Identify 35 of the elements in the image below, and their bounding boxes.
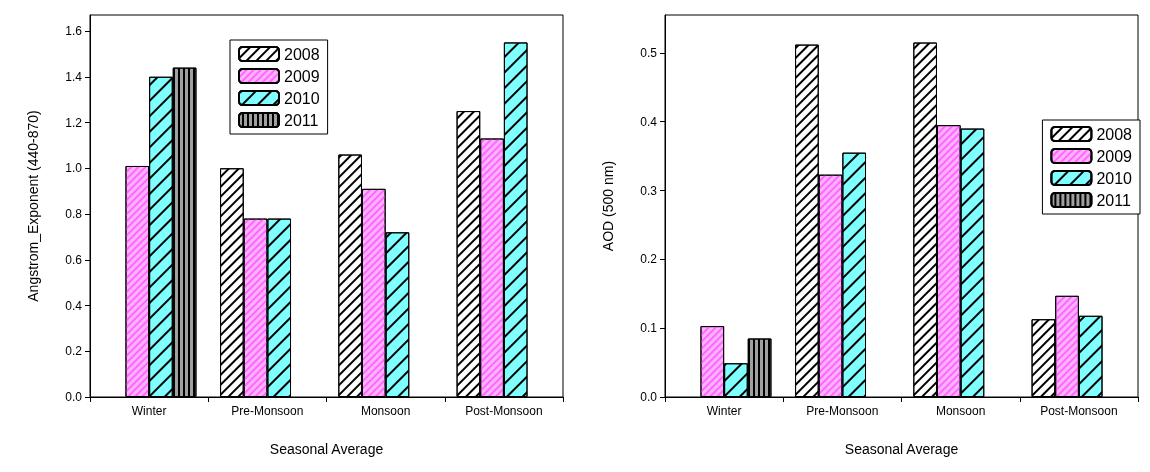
y-tick-label: 1.0 — [65, 161, 83, 176]
x-axis-title: Seasonal Average — [844, 441, 959, 457]
legend-label: 2009 — [284, 67, 320, 85]
legend-label: 2008 — [284, 45, 320, 63]
y-tick-label: 0.3 — [640, 183, 658, 198]
y-tick-label: 1.6 — [65, 24, 83, 39]
x-tick-label: Winter — [706, 404, 742, 418]
y-tick-label: 0.8 — [65, 207, 83, 222]
y-axis-title: AOD (500 nm) — [600, 160, 616, 252]
legend-label: 2008 — [1096, 125, 1133, 143]
x-tick-label: Pre-Monsoon — [231, 404, 304, 418]
x-tick-label: Monsoon — [935, 404, 986, 418]
x-tick-label: Pre-Monsoon — [806, 404, 879, 418]
y-axis-title: Angstrom_Exponent (440-870) — [25, 110, 41, 302]
y-tick-label: 0.2 — [65, 344, 83, 359]
y-tick-label: 0.5 — [640, 45, 658, 60]
y-tick-label: 0.2 — [640, 252, 658, 267]
x-tick-label: Winter — [131, 404, 167, 418]
y-tick-label: 1.2 — [65, 115, 83, 130]
y-tick-label: 0.1 — [640, 321, 658, 336]
legend-label: 2011 — [1096, 191, 1131, 209]
x-axis-title: Seasonal Average — [269, 441, 384, 457]
y-tick-label: 0.0 — [640, 390, 658, 404]
legend-label: 2011 — [284, 111, 319, 129]
x-tick-label: Post-Monsoon — [1040, 404, 1118, 418]
y-tick-label: 0.4 — [65, 298, 83, 313]
x-tick-label: Post-Monsoon — [465, 404, 543, 418]
legend-label: 2010 — [284, 89, 320, 107]
legend-label: 2009 — [1096, 147, 1133, 165]
x-tick-label: Monsoon — [360, 404, 411, 418]
legend-label: 2010 — [1096, 169, 1133, 187]
y-tick-label: 0.0 — [65, 390, 83, 404]
y-tick-label: 0.6 — [65, 252, 83, 267]
y-tick-label: 1.4 — [65, 69, 83, 84]
y-tick-label: 0.4 — [640, 114, 658, 129]
